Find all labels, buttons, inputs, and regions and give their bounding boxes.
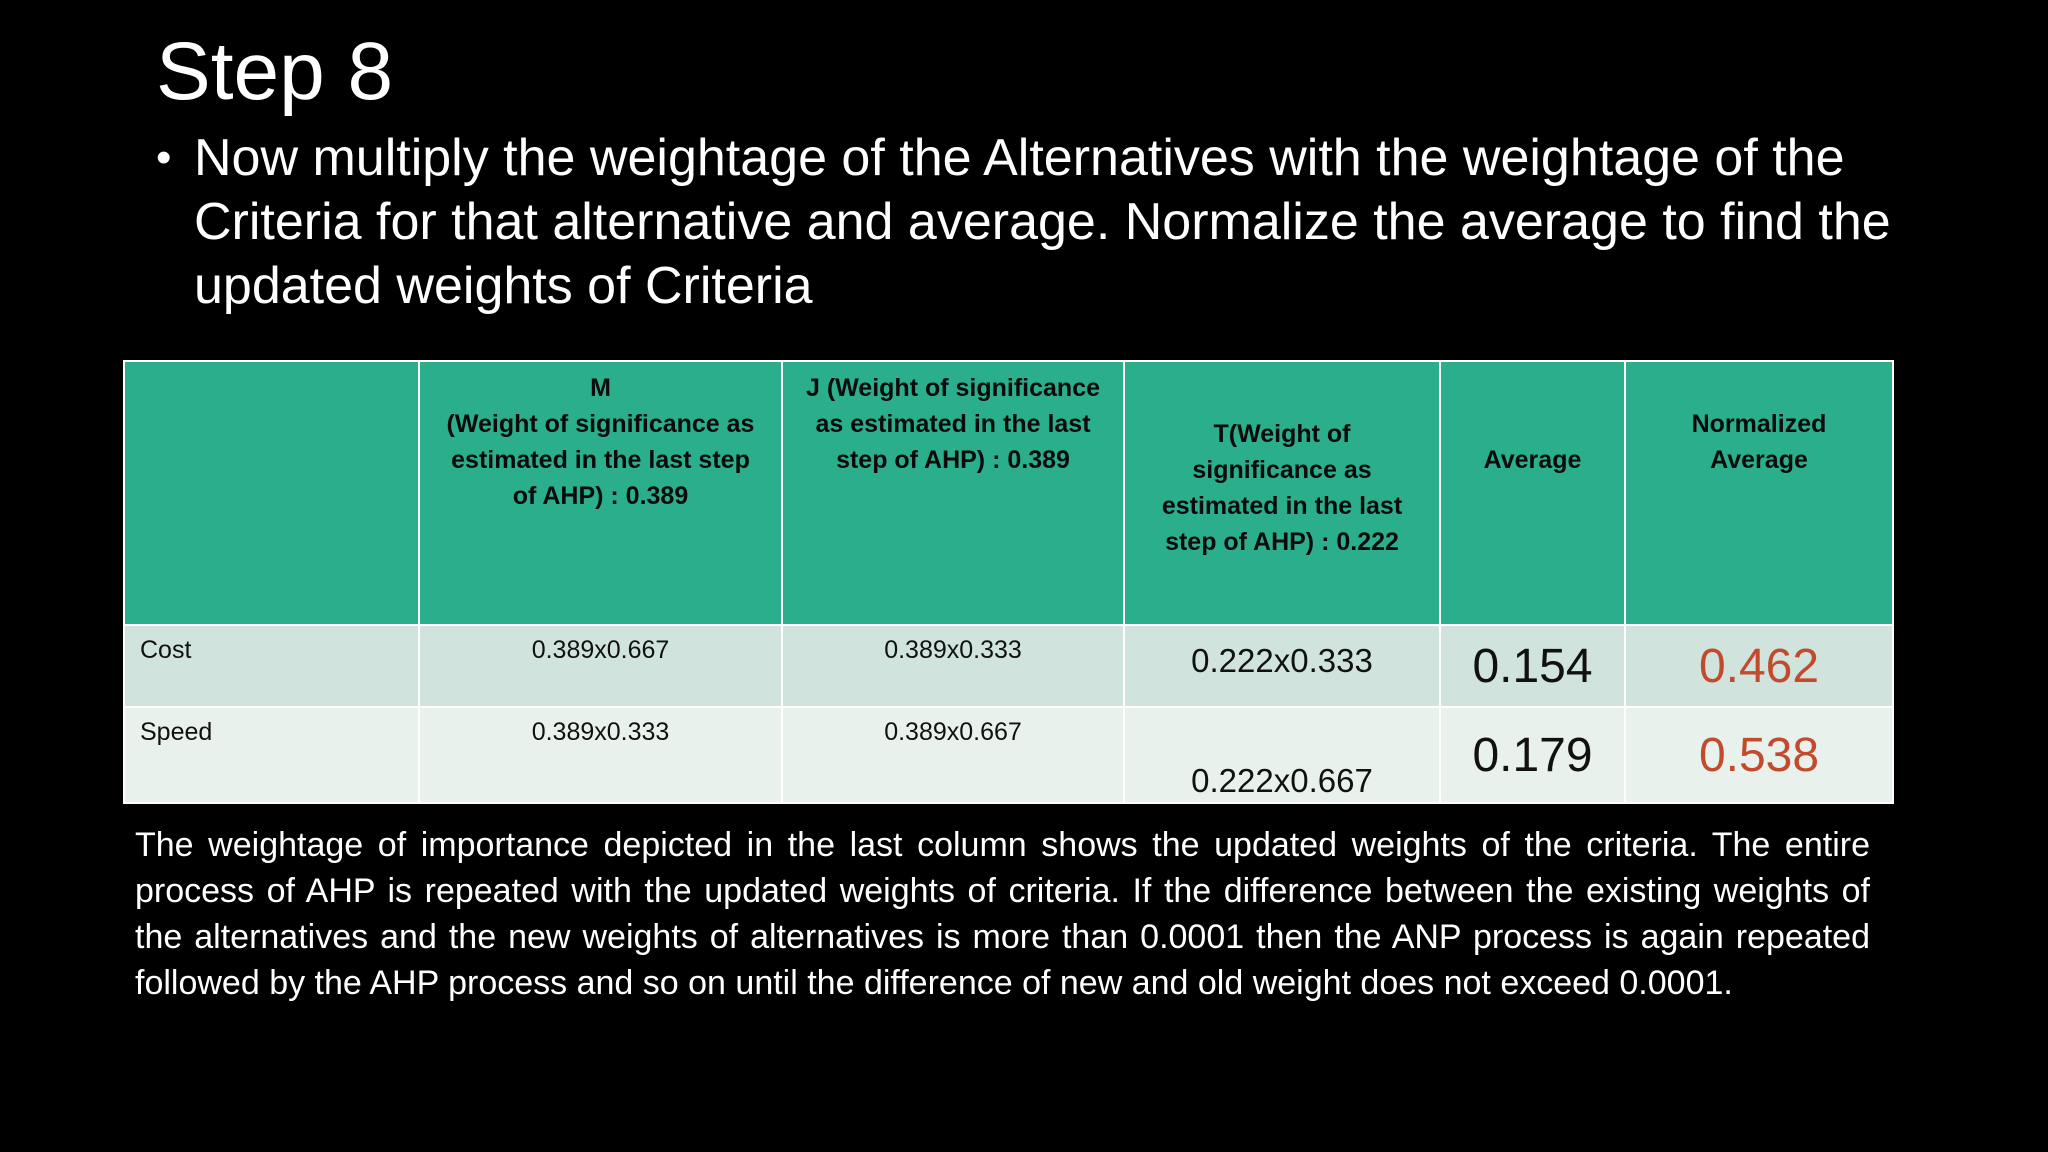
header-m-desc: (Weight of significance as estimated in … (446, 410, 755, 510)
cell-average-speed: 0.179 (1439, 706, 1626, 804)
cell-m-cost: 0.389x0.667 (418, 624, 783, 708)
header-average: Average (1439, 360, 1626, 626)
cell-normalized-cost: 0.462 (1624, 624, 1894, 708)
weights-table: M (Weight of significance as estimated i… (123, 360, 1894, 804)
explanation-paragraph: The weightage of importance depicted in … (135, 826, 1870, 1002)
row-label-speed: Speed (123, 706, 420, 804)
header-t-desc: T(Weight of significance as estimated in… (1161, 420, 1403, 556)
cell-t-cost: 0.222x0.333 (1123, 624, 1441, 708)
header-t: T(Weight of significance as estimated in… (1123, 360, 1441, 626)
header-j: J (Weight of significance as estimated i… (781, 360, 1125, 626)
cell-j-speed: 0.389x0.667 (781, 706, 1125, 804)
cell-m-speed: 0.389x0.333 (418, 706, 783, 804)
cell-normalized-speed: 0.538 (1624, 706, 1894, 804)
bullet-dot-icon: • (156, 133, 172, 182)
header-m-letter: M (590, 374, 611, 402)
cell-average-cost: 0.154 (1439, 624, 1626, 708)
row-label-cost: Cost (123, 624, 420, 708)
table-header-row: M (Weight of significance as estimated i… (123, 360, 1894, 626)
header-m: M (Weight of significance as estimated i… (418, 360, 783, 626)
table-row: Speed 0.389x0.333 0.389x0.667 0.222x0.66… (123, 706, 1894, 804)
table-row: Cost 0.389x0.667 0.389x0.333 0.222x0.333… (123, 624, 1894, 708)
header-normalized: Normalized Average (1624, 360, 1894, 626)
slide-title: Step 8 (156, 26, 394, 117)
header-j-desc: J (Weight of significance as estimated i… (805, 374, 1101, 474)
bullet-point: • Now multiply the weightage of the Alte… (156, 126, 1896, 318)
cell-t-speed: 0.222x0.667 (1123, 706, 1441, 804)
header-normalized-label: Normalized Average (1691, 410, 1827, 474)
cell-j-cost: 0.389x0.333 (781, 624, 1125, 708)
bullet-text: Now multiply the weightage of the Altern… (194, 129, 1891, 315)
header-blank (123, 360, 420, 626)
